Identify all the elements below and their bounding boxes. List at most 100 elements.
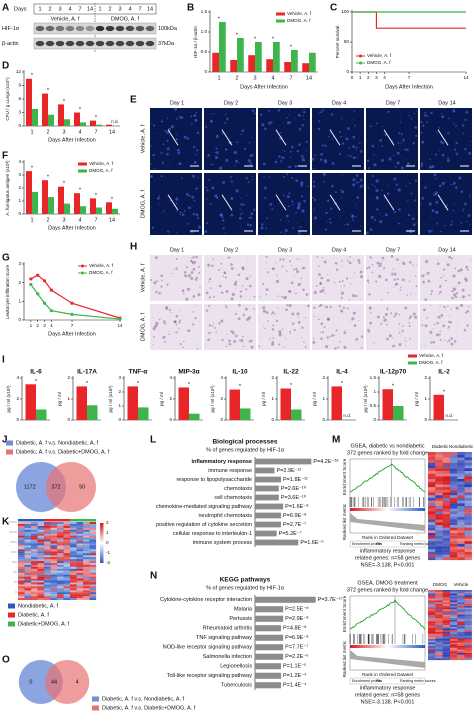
heat-cell bbox=[63, 555, 71, 558]
tissue-speck bbox=[410, 293, 412, 295]
tissue-speck bbox=[433, 323, 436, 326]
tissue-speck bbox=[447, 132, 450, 135]
heat-cell bbox=[442, 597, 450, 599]
tissue-speck bbox=[196, 348, 199, 350]
micrograph bbox=[150, 304, 202, 350]
heat-cell bbox=[449, 454, 458, 458]
venn-count: 50 bbox=[79, 484, 85, 490]
heat-cell bbox=[457, 611, 465, 613]
p-value: P=2.9E⁻⁸ bbox=[285, 615, 308, 622]
tissue-speck bbox=[386, 309, 389, 311]
tissue-speck bbox=[355, 203, 357, 205]
tissue-speck bbox=[382, 316, 385, 319]
tissue-speck bbox=[440, 313, 444, 317]
venn-count: 44 bbox=[51, 679, 57, 685]
value-label: n.d. bbox=[445, 413, 453, 418]
heat-cell bbox=[83, 578, 90, 581]
legend-swatch bbox=[8, 621, 15, 627]
tissue-speck bbox=[277, 109, 281, 112]
heat-cell bbox=[70, 545, 77, 548]
tissue-speck bbox=[353, 259, 355, 261]
category-label: inflammatory response bbox=[191, 459, 252, 465]
heat-cell bbox=[435, 591, 443, 594]
blot-band bbox=[125, 40, 135, 47]
heat-cell bbox=[70, 529, 77, 532]
heat-cell bbox=[70, 590, 77, 593]
tissue-speck bbox=[366, 231, 369, 235]
heat-cell bbox=[464, 619, 472, 622]
tissue-speck bbox=[307, 304, 310, 308]
tissue-speck bbox=[345, 137, 349, 141]
tissue-speck bbox=[334, 261, 338, 265]
heat-cell bbox=[464, 514, 472, 517]
tissue-speck bbox=[429, 293, 431, 295]
heat-cell bbox=[31, 522, 38, 524]
tissue-speck bbox=[210, 331, 212, 333]
tissue-speck bbox=[282, 264, 284, 266]
tissue-speck bbox=[367, 282, 370, 284]
tissue-speck bbox=[297, 202, 301, 206]
panel-label: O bbox=[2, 655, 10, 666]
heat-cell bbox=[44, 598, 51, 601]
heat-cell bbox=[464, 611, 472, 613]
tissue-speck bbox=[175, 314, 179, 318]
tissue-speck bbox=[412, 142, 416, 145]
heat-cell bbox=[442, 637, 450, 640]
tissue-speck bbox=[371, 271, 374, 274]
tissue-speck bbox=[230, 175, 233, 178]
blot-day: 2 bbox=[48, 6, 51, 12]
tissue-speck bbox=[426, 317, 429, 319]
heat-cell bbox=[44, 572, 51, 575]
heat-cell bbox=[18, 529, 25, 532]
heat-cell bbox=[442, 593, 450, 596]
blot-band-name: HIF-1α bbox=[2, 26, 20, 32]
heat-cell bbox=[457, 487, 465, 490]
heat-cell bbox=[464, 516, 472, 520]
tissue-speck bbox=[213, 296, 216, 298]
significance: * bbox=[31, 166, 34, 172]
heat-cell bbox=[76, 562, 84, 565]
tissue-speck bbox=[320, 153, 323, 156]
gsea-title: GSEA, DMOG treatment bbox=[357, 580, 418, 586]
tissue-speck bbox=[215, 196, 219, 199]
tissue-speck bbox=[166, 147, 170, 151]
bar bbox=[64, 119, 70, 126]
heat-cell bbox=[449, 543, 458, 547]
heat-cell bbox=[24, 586, 32, 589]
tissue-speck bbox=[193, 114, 197, 118]
heat-cell bbox=[31, 525, 38, 528]
heat-cell bbox=[37, 594, 45, 597]
legend-label: Diabetic+DMOG, A. f bbox=[18, 621, 70, 627]
y-tick-label: 0 bbox=[67, 417, 70, 422]
heat-cell bbox=[18, 555, 25, 558]
legend-label: Ranking metric scores bbox=[400, 542, 436, 546]
heat-cell bbox=[428, 654, 436, 657]
blot-band bbox=[95, 40, 105, 47]
heat-cell bbox=[31, 541, 38, 544]
chart-subtitle: % of genes regulated by HIF-1α bbox=[206, 447, 285, 453]
tissue-speck bbox=[197, 214, 199, 217]
tissue-speck bbox=[300, 336, 302, 338]
tissue-speck bbox=[283, 286, 285, 288]
heat-cell bbox=[449, 656, 458, 659]
heat-cell bbox=[24, 527, 32, 530]
tissue-speck bbox=[420, 121, 423, 124]
tissue-speck bbox=[296, 312, 300, 316]
tissue-speck bbox=[245, 307, 248, 311]
tissue-speck bbox=[209, 120, 213, 123]
heat-cell bbox=[442, 626, 450, 629]
tissue-speck bbox=[294, 275, 296, 277]
heat-cell bbox=[457, 479, 465, 482]
heat-cell bbox=[44, 529, 51, 532]
chart-title: IL-2 bbox=[438, 369, 450, 376]
tissue-speck bbox=[355, 294, 358, 298]
heat-cell bbox=[37, 525, 45, 528]
blot-day: 3 bbox=[118, 6, 121, 12]
tissue-speck bbox=[453, 122, 455, 125]
tissue-speck bbox=[402, 141, 404, 143]
significance: * bbox=[79, 107, 82, 113]
point bbox=[36, 273, 40, 277]
tissue-speck bbox=[373, 153, 375, 156]
heat-cell bbox=[57, 561, 64, 563]
tissue-speck bbox=[465, 295, 467, 297]
